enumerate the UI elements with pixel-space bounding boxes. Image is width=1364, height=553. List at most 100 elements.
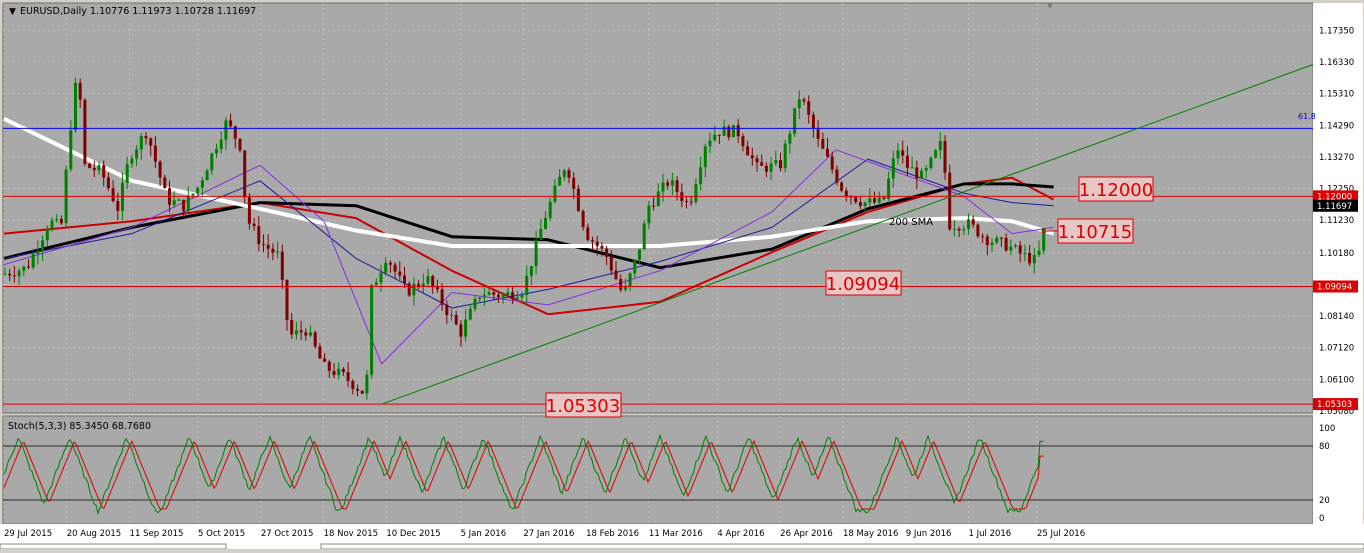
stochastic-panel[interactable] bbox=[2, 415, 1314, 525]
level-axis-label: 1.05303 bbox=[1317, 400, 1352, 410]
candle-body bbox=[36, 250, 40, 254]
candle-body bbox=[520, 294, 524, 298]
stoch-axis-label: 0 bbox=[1319, 514, 1324, 524]
candle-body bbox=[967, 219, 970, 229]
candle-body bbox=[177, 199, 181, 201]
candle-body bbox=[435, 286, 439, 290]
main-price-panel[interactable] bbox=[2, 2, 1314, 414]
candle-body bbox=[313, 332, 317, 347]
candle-body bbox=[125, 163, 129, 183]
ma-line-ma-blue bbox=[3, 158, 1054, 309]
candle-body bbox=[722, 126, 726, 136]
candle-body bbox=[877, 197, 881, 203]
price-tick-label: 1.05080 bbox=[1319, 407, 1354, 417]
candle-body bbox=[807, 101, 811, 115]
date-tick-label: 25 Jul 2016 bbox=[1037, 529, 1085, 539]
candle-body bbox=[647, 205, 651, 224]
candle-body bbox=[106, 177, 110, 189]
stochastic-label: Stoch(5,3,3) 85.3450 68.7680 bbox=[8, 421, 151, 432]
level-callout-109094[interactable]: 1.09094 bbox=[825, 270, 902, 296]
level-callout-112000[interactable]: 1.12000 bbox=[1078, 176, 1154, 202]
candle-body bbox=[727, 126, 731, 138]
candle-body bbox=[1042, 228, 1046, 251]
menu-triangle-icon[interactable]: ▼ bbox=[9, 7, 16, 17]
candle-body bbox=[614, 270, 618, 280]
candle-body bbox=[487, 292, 491, 295]
scrollbar-tab-left[interactable] bbox=[0, 543, 227, 550]
price-tick-label: 1.11230 bbox=[1319, 216, 1354, 226]
candle-body bbox=[370, 285, 374, 375]
candle-body bbox=[572, 177, 576, 189]
candle-body bbox=[713, 134, 717, 141]
candle-body bbox=[985, 236, 989, 246]
candle-body bbox=[224, 120, 228, 140]
candle-body bbox=[675, 180, 679, 193]
candle-body bbox=[849, 196, 853, 198]
candle-body bbox=[257, 226, 261, 245]
candle-body bbox=[586, 227, 590, 241]
candle-body bbox=[210, 153, 214, 171]
candle-body bbox=[891, 158, 895, 179]
candle-body bbox=[130, 158, 134, 164]
candle-body bbox=[55, 218, 59, 221]
candle-body bbox=[717, 134, 721, 136]
candle-body bbox=[816, 129, 820, 139]
candle-body bbox=[290, 320, 294, 335]
candle-body bbox=[50, 220, 54, 230]
candle-body bbox=[962, 228, 966, 231]
date-tick-label: 1 Jul 2016 bbox=[969, 529, 1012, 539]
candle-body bbox=[285, 279, 289, 321]
candle-body bbox=[262, 244, 265, 246]
date-tick-label: 29 Jul 2015 bbox=[4, 529, 52, 539]
scrollbar-tab-right[interactable] bbox=[320, 543, 1364, 550]
date-tick-label: 5 Jan 2016 bbox=[461, 529, 507, 539]
candle-body bbox=[694, 183, 698, 202]
candle-body bbox=[638, 249, 641, 260]
candle-body bbox=[553, 185, 557, 202]
price-tick-label: 1.12250 bbox=[1319, 185, 1354, 195]
candle-body bbox=[1028, 252, 1032, 264]
candle-body bbox=[365, 374, 369, 394]
level-axis-marker bbox=[1313, 398, 1358, 411]
candle-body bbox=[920, 170, 923, 179]
candle-body bbox=[938, 140, 942, 151]
candle-body bbox=[323, 358, 327, 362]
grid bbox=[3, 3, 1313, 524]
candle-body bbox=[163, 177, 167, 189]
scroll-marker-icon[interactable]: ▼ bbox=[1047, 1, 1054, 10]
candle-body bbox=[670, 180, 674, 186]
candle-body bbox=[934, 150, 938, 158]
candle-body bbox=[858, 202, 862, 207]
candle-body bbox=[976, 224, 980, 237]
candle-body bbox=[562, 170, 566, 177]
level-callout-109094-text: 1.09094 bbox=[826, 274, 900, 295]
candle-body bbox=[826, 148, 829, 157]
candle-body bbox=[102, 165, 106, 178]
candle-body bbox=[661, 182, 665, 192]
candle-body bbox=[229, 120, 233, 127]
candle-body bbox=[92, 168, 96, 171]
candle-body bbox=[247, 197, 251, 224]
candle-body bbox=[351, 380, 355, 389]
candle-body bbox=[276, 251, 280, 253]
candle-body bbox=[576, 188, 580, 212]
date-tick-label: 27 Jan 2016 bbox=[523, 529, 574, 539]
candle-body bbox=[981, 236, 985, 238]
candle-body bbox=[685, 200, 688, 202]
level-callout-110715[interactable]: 1.10715 bbox=[1041, 218, 1134, 244]
candle-body bbox=[887, 178, 891, 199]
candle-body bbox=[403, 275, 406, 284]
candle-body bbox=[544, 217, 547, 229]
candle-body bbox=[905, 155, 909, 168]
candle-body bbox=[388, 262, 392, 265]
candle-body bbox=[628, 273, 632, 287]
candle-body bbox=[426, 276, 430, 284]
fib-level-label: 61.8 bbox=[1298, 112, 1316, 121]
level-callout-105303[interactable]: 1.05303 bbox=[545, 392, 622, 418]
date-tick-label: 18 Feb 2016 bbox=[586, 529, 639, 539]
candle-body bbox=[280, 251, 284, 280]
date-tick-label: 5 Oct 2015 bbox=[198, 529, 245, 539]
candle-body bbox=[623, 286, 627, 290]
